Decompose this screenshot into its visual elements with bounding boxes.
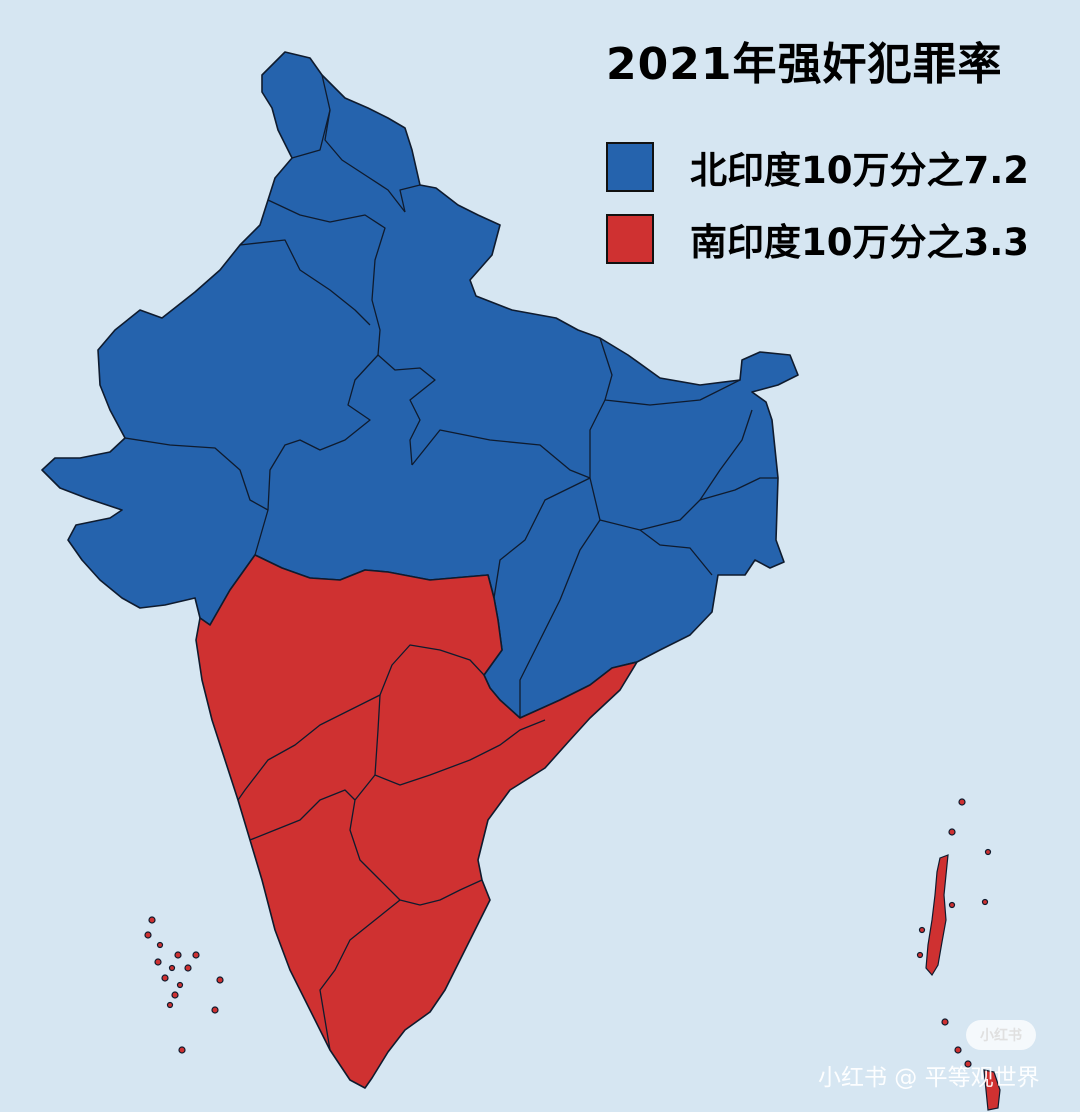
andaman-nicobar-islands: [916, 798, 1001, 1111]
legend-swatch-north: [606, 142, 654, 192]
watermark-badge: 小红书: [966, 1020, 1036, 1050]
watermark-text: 小红书 @ 平等观世界: [818, 1065, 1040, 1091]
legend-item-north: 北印度10万分之7.2: [606, 140, 1029, 194]
map-title: 2021年强奸犯罪率: [606, 39, 1003, 90]
north-state-boundaries: [124, 74, 778, 718]
legend-item-south: 南印度10万分之3.3: [606, 212, 1029, 266]
legend-swatch-south: [606, 214, 654, 264]
south-state-boundaries: [237, 644, 546, 1051]
south-india-region: [195, 554, 638, 1089]
legend-label-north: 北印度10万分之7.2: [690, 149, 1030, 192]
lakshadweep-islands: [144, 916, 224, 1054]
legend-label-south: 南印度10万分之3.3: [690, 221, 1030, 264]
